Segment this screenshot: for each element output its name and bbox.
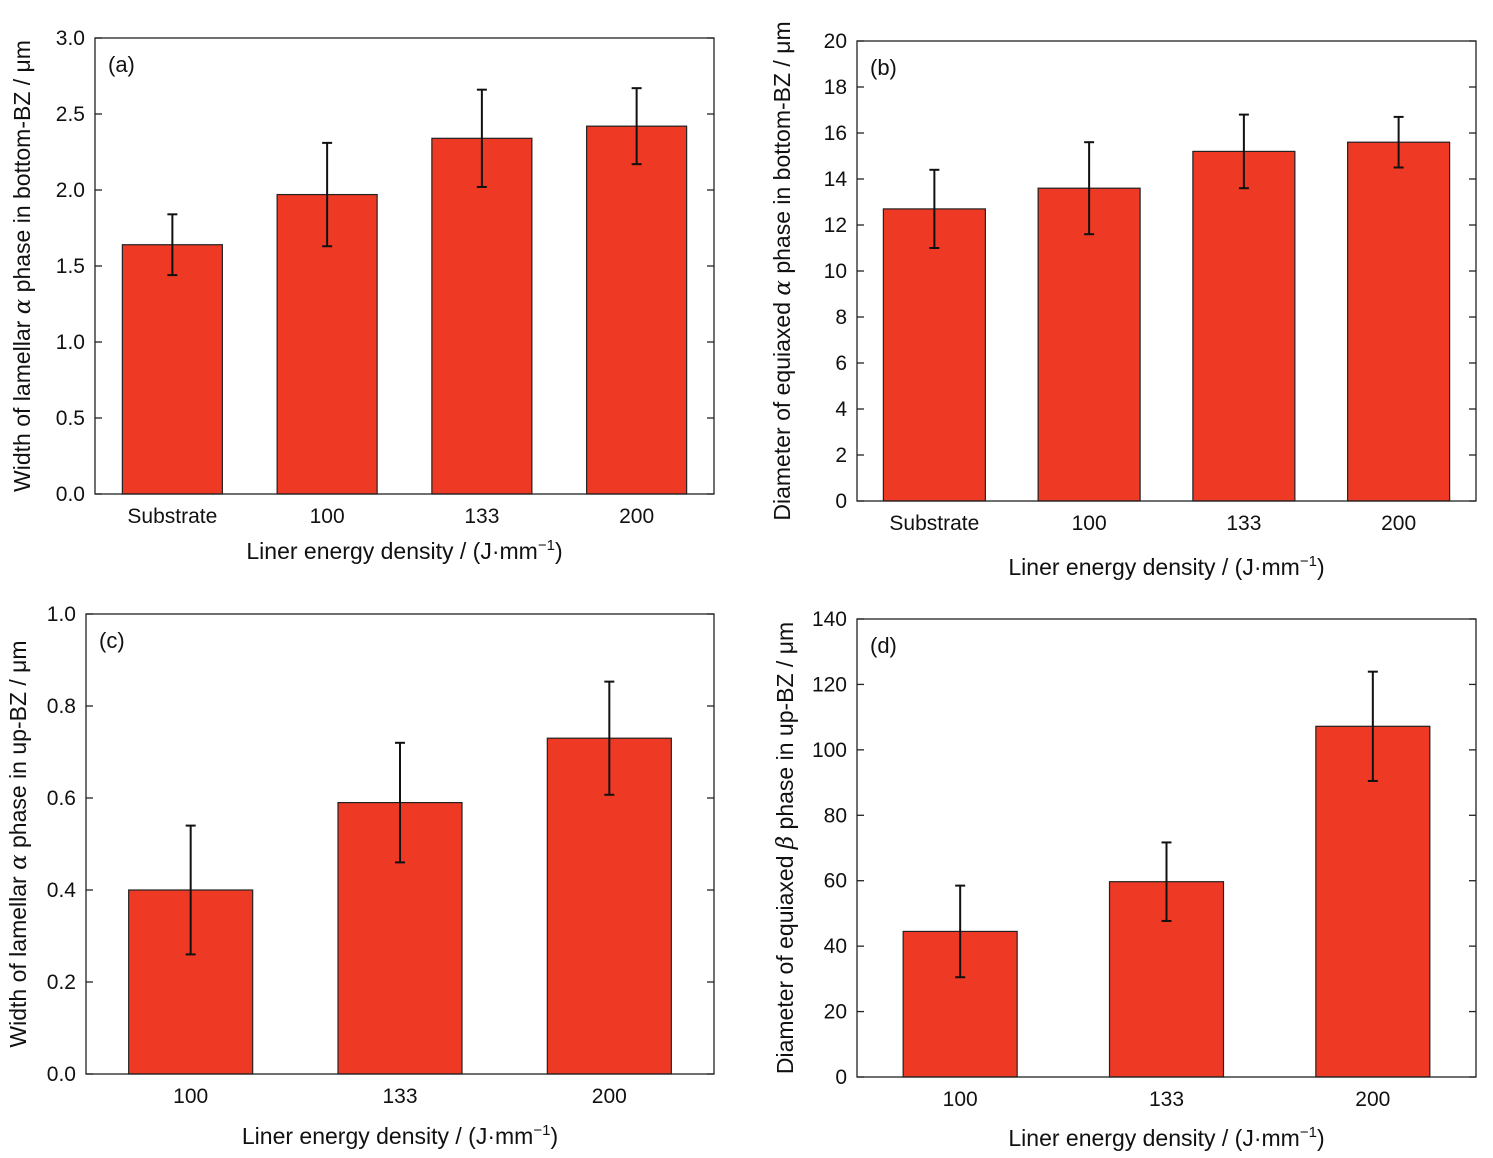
y-axis-label: Diameter of equiaxed β phase in up-BZ / … <box>772 622 799 1074</box>
x-axis-label-superscript: −1 <box>538 537 555 554</box>
y-tick-label: 2.0 <box>56 179 85 202</box>
y-axis-label: Width of lamellar α phase in up-BZ / μm <box>5 640 32 1047</box>
x-tick-label: 100 <box>1072 512 1107 535</box>
x-axis-label-superscript: −1 <box>1300 553 1317 570</box>
y-tick-label: 1.0 <box>47 603 76 626</box>
y-tick-label: 140 <box>812 608 847 631</box>
y-axis-label-symbol: β <box>773 836 799 850</box>
y-tick-label: 20 <box>824 1001 847 1024</box>
y-tick-label: 12 <box>824 214 847 237</box>
x-tick-label: 133 <box>1149 1088 1184 1111</box>
x-tick-label: Substrate <box>889 512 979 535</box>
y-tick-label: 4 <box>835 398 847 421</box>
x-axis-label-close: ) <box>550 1123 558 1149</box>
y-tick-label: 1.5 <box>56 255 85 278</box>
y-tick-label: 10 <box>824 260 847 283</box>
x-tick-label: 100 <box>310 505 345 528</box>
y-tick-label: 0.0 <box>47 1063 76 1086</box>
panel-label: (d) <box>870 633 897 658</box>
x-axis-label-close: ) <box>1317 554 1325 580</box>
y-tick-label: 0.4 <box>47 879 77 902</box>
y-axis-label-rest: phase in bottom-BZ / μm <box>769 21 795 280</box>
x-axis-label: Liner energy density / (J·mm−1) <box>242 1122 558 1149</box>
y-axis-label-symbol: α <box>10 298 36 314</box>
y-tick-label: 8 <box>835 306 847 329</box>
bar <box>431 137 533 495</box>
y-tick-label: 20 <box>824 30 847 53</box>
bar <box>882 208 986 502</box>
y-tick-label: 0.2 <box>47 971 76 994</box>
x-axis-label-superscript: −1 <box>1300 1124 1317 1141</box>
x-tick-label: 200 <box>619 505 654 528</box>
y-tick-label: 120 <box>812 673 847 696</box>
chart-panel-b: Substrate 100 133 200 0 2 4 6 8 10 12 14 16 18 20 (b) Li… <box>769 21 1477 580</box>
x-axis-label-close: ) <box>1317 1125 1325 1151</box>
chart-panel-c: 100 133 200 0.0 0.2 0.4 0.6 0.8 1.0 (c) Liner ener… <box>5 603 715 1149</box>
x-axis-label-close: ) <box>555 538 563 564</box>
plot-frame <box>856 618 1477 1078</box>
x-tick-label: 100 <box>173 1085 208 1108</box>
x-axis-label: Liner energy density / (J·mm−1) <box>246 537 562 564</box>
x-tick-label: 200 <box>592 1085 627 1108</box>
panel-label: (c) <box>99 628 125 653</box>
bar <box>1347 141 1451 502</box>
x-tick-label: 133 <box>464 505 499 528</box>
x-axis-label: Liner energy density / (J·mm−1) <box>1008 1124 1324 1151</box>
y-tick-label: 0.8 <box>47 695 76 718</box>
bar <box>586 125 688 495</box>
y-tick-label: 2 <box>835 444 847 467</box>
x-tick-label: 100 <box>943 1088 978 1111</box>
y-tick-label: 0 <box>835 1066 847 1089</box>
y-axis-label-text: Width of lamellar <box>5 870 31 1048</box>
y-axis-label: Width of lamellar α phase in bottom-BZ /… <box>9 40 36 492</box>
bar <box>121 244 223 495</box>
y-tick-label: 0 <box>835 490 847 513</box>
y-tick-label: 0.0 <box>56 483 85 506</box>
x-tick-label: 133 <box>382 1085 417 1108</box>
panel-label: (a) <box>108 52 135 77</box>
y-axis-label: Diameter of equiaxed α phase in bottom-B… <box>769 21 796 520</box>
x-tick-label: 133 <box>1226 512 1261 535</box>
y-axis-label-symbol: α <box>770 280 796 296</box>
y-tick-label: 2.5 <box>56 103 85 126</box>
chart-panel-d: 100 133 200 0 20 40 60 80 100 120 140 (d) Liner ener… <box>772 608 1477 1151</box>
x-tick-label: Substrate <box>127 505 217 528</box>
x-tick-label: 200 <box>1381 512 1416 535</box>
y-tick-label: 14 <box>824 168 848 191</box>
plot-frame <box>85 613 715 1075</box>
y-axis-label-symbol: α <box>6 854 32 870</box>
x-axis-label-superscript: −1 <box>533 1122 550 1139</box>
y-tick-label: 18 <box>824 76 847 99</box>
chart-panel-a: Substrate 100 133 200 0.0 0.5 1.0 1.5 2.0 2.5 3.0 (… <box>9 27 715 564</box>
y-axis-label-text: Diameter of equiaxed <box>769 296 795 521</box>
bar <box>1315 725 1431 1078</box>
x-axis-label-text: Liner energy density / (J·mm <box>1008 554 1299 580</box>
bar <box>1192 150 1296 502</box>
y-tick-label: 40 <box>824 935 847 958</box>
y-axis-label-rest: phase in up-BZ / μm <box>772 622 798 836</box>
y-tick-label: 80 <box>824 804 847 827</box>
y-tick-label: 1.0 <box>56 331 85 354</box>
y-tick-label: 0.6 <box>47 787 76 810</box>
panel-label: (b) <box>870 55 897 80</box>
y-tick-label: 6 <box>835 352 847 375</box>
x-axis-label-text: Liner energy density / (J·mm <box>246 538 537 564</box>
x-axis-label: Liner energy density / (J·mm−1) <box>1008 553 1324 580</box>
y-tick-label: 0.5 <box>56 407 85 430</box>
y-axis-label-text: Width of lamellar <box>9 314 35 492</box>
y-tick-label: 100 <box>812 739 847 762</box>
x-axis-label-text: Liner energy density / (J·mm <box>1008 1125 1299 1151</box>
y-tick-label: 3.0 <box>56 27 85 50</box>
x-tick-label: 200 <box>1355 1088 1390 1111</box>
y-axis-label-rest: phase in bottom-BZ / μm <box>9 40 35 299</box>
y-axis-label-text: Diameter of equiaxed <box>772 849 798 1074</box>
y-tick-label: 16 <box>824 122 847 145</box>
y-axis-label-rest: phase in up-BZ / μm <box>5 640 31 854</box>
x-axis-label-text: Liner energy density / (J·mm <box>242 1123 533 1149</box>
y-tick-label: 60 <box>824 870 847 893</box>
